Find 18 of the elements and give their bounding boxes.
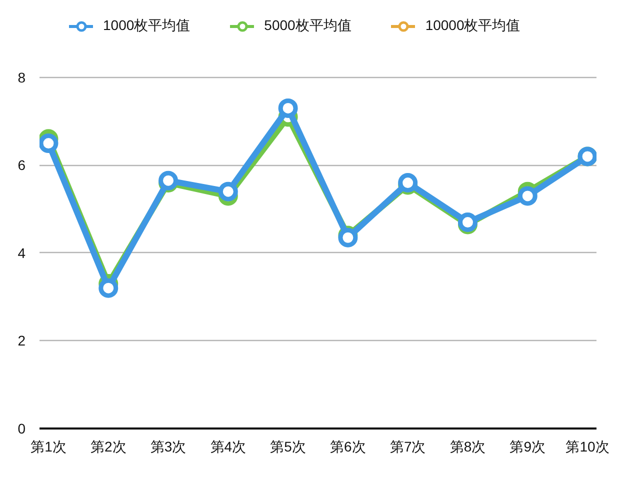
legend-label: 1000枚平均值	[103, 17, 190, 35]
y-tick-label: 6	[18, 157, 26, 174]
x-tick-label: 第9次	[510, 438, 546, 454]
y-tick-label: 0	[18, 420, 26, 436]
x-tick-label: 第4次	[210, 438, 246, 454]
x-tick-label: 第3次	[150, 438, 186, 454]
y-tick-label: 4	[18, 244, 26, 261]
legend-label: 10000枚平均值	[425, 17, 520, 35]
x-tick-label: 第5次	[270, 438, 306, 454]
x-tick-label: 第1次	[30, 438, 66, 454]
x-tick-label: 第10次	[566, 438, 610, 454]
y-tick-label: 8	[18, 69, 26, 86]
y-tick-label: 2	[18, 332, 26, 349]
legend-label: 5000枚平均值	[264, 17, 352, 35]
x-tick-label: 第6次	[330, 438, 366, 454]
x-tick-label: 第2次	[90, 438, 126, 454]
x-tick-label: 第8次	[450, 438, 486, 454]
x-tick-label: 第7次	[390, 438, 426, 454]
